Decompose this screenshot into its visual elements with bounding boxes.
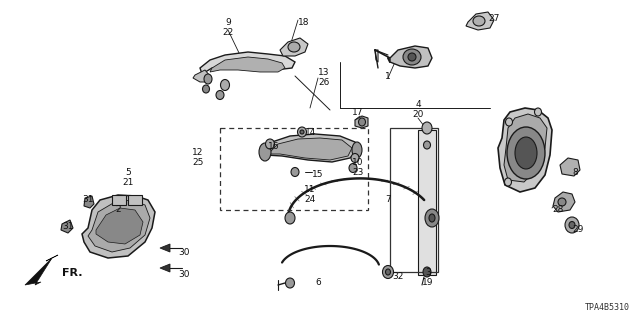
- Text: 12: 12: [192, 148, 204, 157]
- Text: 15: 15: [312, 170, 323, 179]
- Polygon shape: [498, 108, 552, 192]
- Text: 30: 30: [178, 248, 189, 257]
- Text: 10: 10: [352, 158, 364, 167]
- Ellipse shape: [506, 118, 513, 126]
- Polygon shape: [84, 196, 94, 208]
- Bar: [128, 195, 142, 205]
- Ellipse shape: [291, 167, 299, 177]
- Text: 21: 21: [122, 178, 134, 187]
- Ellipse shape: [259, 143, 271, 161]
- Ellipse shape: [352, 142, 362, 158]
- Text: 29: 29: [572, 225, 584, 234]
- Text: 2: 2: [115, 205, 121, 214]
- Text: 13: 13: [318, 68, 330, 77]
- Text: 24: 24: [305, 195, 316, 204]
- Ellipse shape: [408, 53, 416, 61]
- Polygon shape: [160, 244, 170, 252]
- Text: 28: 28: [552, 205, 563, 214]
- Text: 8: 8: [572, 168, 578, 177]
- Ellipse shape: [202, 85, 209, 93]
- Ellipse shape: [403, 49, 421, 65]
- Polygon shape: [25, 255, 58, 285]
- Polygon shape: [88, 200, 150, 252]
- Text: 7: 7: [385, 195, 391, 204]
- Ellipse shape: [383, 266, 394, 278]
- Polygon shape: [280, 38, 308, 56]
- Ellipse shape: [285, 212, 295, 224]
- Text: 31: 31: [62, 222, 74, 231]
- Ellipse shape: [515, 137, 537, 169]
- Polygon shape: [504, 114, 547, 182]
- Ellipse shape: [504, 178, 511, 186]
- Ellipse shape: [221, 79, 230, 91]
- Polygon shape: [466, 12, 494, 30]
- Text: TPA4B5310: TPA4B5310: [585, 303, 630, 312]
- Text: FR.: FR.: [62, 268, 83, 278]
- Polygon shape: [390, 46, 432, 68]
- Text: 6: 6: [315, 278, 321, 287]
- Ellipse shape: [429, 214, 435, 222]
- Ellipse shape: [424, 141, 431, 149]
- Ellipse shape: [285, 278, 294, 288]
- Text: 22: 22: [222, 28, 234, 37]
- Text: 32: 32: [392, 272, 404, 281]
- Ellipse shape: [351, 154, 359, 163]
- Text: 16: 16: [268, 142, 280, 151]
- Text: 27: 27: [488, 14, 499, 23]
- Ellipse shape: [422, 122, 432, 134]
- Text: 23: 23: [352, 168, 364, 177]
- Polygon shape: [160, 264, 170, 272]
- Ellipse shape: [473, 16, 485, 26]
- Ellipse shape: [385, 269, 390, 275]
- Text: 30: 30: [178, 270, 189, 279]
- Polygon shape: [193, 70, 210, 82]
- Text: 1: 1: [385, 72, 391, 81]
- Polygon shape: [200, 52, 295, 74]
- Text: 18: 18: [298, 18, 310, 27]
- Ellipse shape: [300, 130, 304, 134]
- Ellipse shape: [423, 267, 431, 277]
- Text: 3: 3: [425, 268, 431, 277]
- Bar: [418, 130, 436, 275]
- Text: 19: 19: [422, 278, 434, 287]
- Ellipse shape: [204, 74, 212, 84]
- Bar: [112, 195, 126, 205]
- Polygon shape: [560, 158, 580, 176]
- Ellipse shape: [534, 108, 541, 116]
- Ellipse shape: [288, 42, 300, 52]
- Polygon shape: [268, 138, 352, 160]
- Ellipse shape: [565, 217, 579, 233]
- Ellipse shape: [349, 164, 357, 172]
- Polygon shape: [210, 57, 285, 72]
- Text: 14: 14: [305, 128, 316, 137]
- Polygon shape: [553, 192, 575, 212]
- Text: 11: 11: [304, 185, 316, 194]
- Polygon shape: [61, 220, 73, 233]
- Polygon shape: [355, 116, 368, 128]
- Ellipse shape: [358, 118, 365, 126]
- Text: 17: 17: [352, 108, 364, 117]
- Ellipse shape: [558, 198, 566, 206]
- Text: 20: 20: [412, 110, 424, 119]
- Text: 9: 9: [225, 18, 231, 27]
- Text: 25: 25: [192, 158, 204, 167]
- Text: 31: 31: [83, 195, 93, 204]
- Polygon shape: [260, 134, 358, 162]
- Polygon shape: [96, 208, 143, 244]
- Ellipse shape: [216, 91, 224, 100]
- Polygon shape: [82, 195, 155, 258]
- Ellipse shape: [425, 209, 439, 227]
- Ellipse shape: [298, 127, 307, 137]
- Text: 26: 26: [318, 78, 330, 87]
- Ellipse shape: [266, 139, 275, 149]
- Ellipse shape: [569, 221, 575, 228]
- Text: 5: 5: [125, 168, 131, 177]
- Bar: [390, 128, 438, 272]
- Text: 4: 4: [415, 100, 421, 109]
- Bar: [220, 128, 368, 210]
- Ellipse shape: [507, 127, 545, 179]
